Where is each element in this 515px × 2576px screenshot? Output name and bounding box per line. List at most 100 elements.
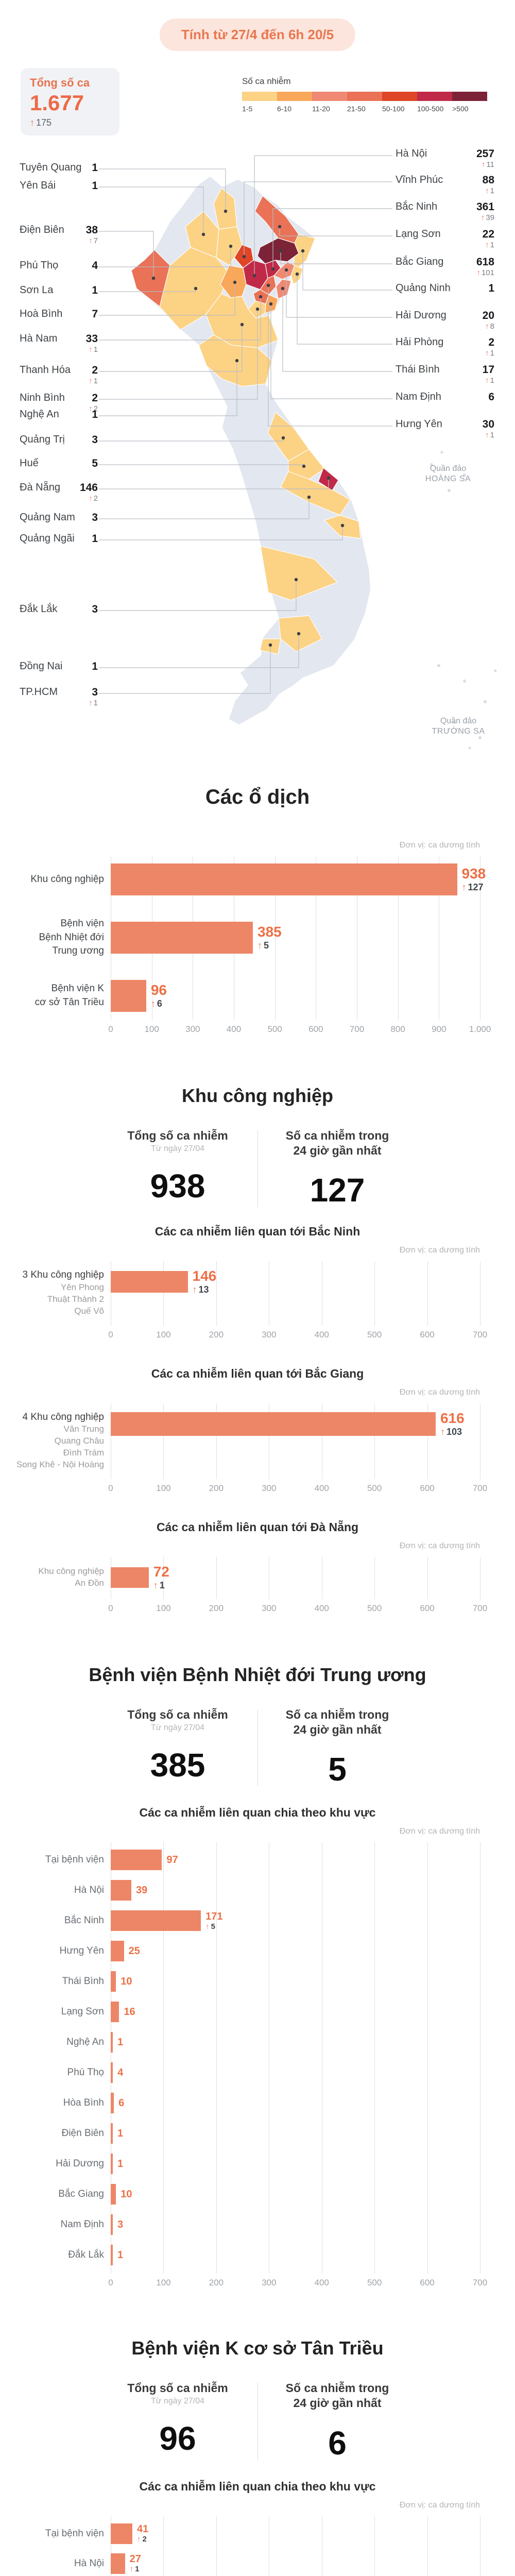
- province-row: Quảng Ninh 1: [396, 282, 494, 294]
- chart-outbreaks: Đơn vị: ca dương tính Khu công nghiệp 93…: [14, 841, 491, 1038]
- bar: [111, 1941, 124, 1962]
- stats-hospital-k: Tổng số ca nhiễm Từ ngày 27/04 96 Số ca nh…: [98, 2381, 417, 2462]
- bar: [111, 2062, 113, 2083]
- stat-total: 96: [159, 2420, 196, 2458]
- legend-swatch: [452, 92, 487, 101]
- bar: [111, 921, 253, 954]
- province-row: Tuyên Quang 1: [20, 162, 98, 174]
- bar: [111, 2245, 113, 2266]
- x-axis: 0 100 200 300 400 500 600 700: [108, 1329, 488, 1340]
- bar: [111, 1412, 436, 1436]
- island-label-truong-sa: Quần đảo TRƯỜNG SA: [432, 717, 485, 736]
- province-row: Hưng Yên 30 ↑ 1: [396, 418, 494, 439]
- province-row: TP.HCM 3 ↑ 1: [20, 686, 98, 707]
- stat-total: 385: [150, 1746, 205, 1784]
- stat-recent: 6: [328, 2424, 347, 2462]
- gridlines: [111, 1403, 480, 1480]
- province-row: Vĩnh Phúc 88 ↑ 1: [396, 174, 494, 195]
- map-legend: Số ca nhiễm 1-5 6-10 11-20 21-50 50-100 100…: [242, 76, 488, 113]
- x-axis: 0 100 200 300 400 500 600 700: [108, 1603, 488, 1613]
- chart-bac-ninh: Đơn vị: ca dương tính 3 Khu công nghiệp Y…: [14, 1246, 488, 1343]
- province-row: Nghệ An 1: [20, 409, 98, 420]
- bar: [111, 863, 457, 895]
- bar: [111, 1880, 131, 1901]
- total-cases-label: Tổng số ca: [30, 76, 90, 89]
- province-row: Lạng Sơn 22 ↑ 1: [396, 228, 494, 249]
- chart-bac-giang: Đơn vị: ca dương tính 4 Khu công nghiệp V…: [14, 1388, 488, 1497]
- province-row: Huế 5: [20, 457, 98, 469]
- province-row: Đồng Nai 1: [20, 660, 98, 672]
- bar: [111, 2184, 116, 2205]
- total-cases-value: 1.677: [30, 91, 84, 115]
- x-axis: 0 100 200 300 400 500 600 700: [108, 1483, 488, 1494]
- bar-label: Khu công nghiệp An Đồn: [38, 1566, 104, 1588]
- chart-k-regions: Đơn vị: ca dương tính Tại bệnh viện 41 ↑ 2 …: [14, 2501, 480, 2576]
- gridlines: [111, 1261, 480, 1326]
- chart-title-bac-giang: Các ca nhiễm liên quan tới Bắc Giang: [151, 1366, 364, 1380]
- province-row: Bắc Ninh 361 ↑ 39: [396, 201, 494, 222]
- province-row: Yên Bái 1: [20, 180, 98, 192]
- bar-row: Tại bệnh viện 41 ↑ 2: [45, 2523, 149, 2544]
- province-dak-lak: [260, 546, 338, 601]
- bar-label: 4 Khu công nghiệp Vân Trung Quang Châu Đình…: [16, 1411, 104, 1470]
- chart-unit: Đơn vị: ca dương tính: [399, 841, 480, 850]
- bar-row: Khu công nghiệp 938 ↑ 127: [14, 863, 486, 895]
- island-label-hoang-sa: Quần đảo HOÀNG SA: [425, 464, 471, 483]
- section-title-hospital-k: Bệnh viện K cơ sở Tân Triều: [131, 2337, 384, 2359]
- province-dots: [151, 209, 345, 647]
- gridlines: [111, 1842, 480, 2274]
- header: Tính từ 27/4 đến 6h 20/5 Tổng số ca 1.67…: [0, 0, 515, 139]
- bar: [111, 2123, 113, 2144]
- bar: [111, 2002, 119, 2023]
- legend-labels: 1-5 6-10 11-20 21-50 50-100 100-500 >500: [242, 105, 469, 113]
- total-cases-delta: ↑ 175: [30, 117, 52, 128]
- bar-row: 4 Khu công nghiệp Vân Trung Quang Châu Đình…: [14, 1410, 480, 1471]
- section-title-outbreaks: Các ổ dịch: [205, 786, 310, 808]
- bar-row: Hà Nội 27 ↑ 1: [74, 2553, 141, 2574]
- province-row: Đắk Lắk 3: [20, 603, 98, 615]
- bar: [111, 2032, 113, 2053]
- bar: [111, 2523, 132, 2544]
- chart-title-k-regions: Các ca nhiễm liên quan chia theo khu vực: [139, 2479, 376, 2493]
- section-title-industrial: Khu công nghiệp: [182, 1084, 333, 1106]
- x-axis: 0 100 300 400 500 600 700 800 900 1.000: [108, 1024, 491, 1034]
- bar: [111, 2214, 113, 2235]
- province-row: Thanh Hóa 2 ↑ 1: [20, 364, 98, 385]
- chart-title-da-nang: Các ca nhiễm liên quan tới Đà Nẵng: [156, 1520, 359, 1534]
- vietnam-map: [99, 155, 497, 750]
- province-row: Bắc Giang 618 ↑ 101: [396, 256, 494, 277]
- province-row: Hà Nội 257 ↑ 11: [396, 148, 494, 169]
- stat-recent: 5: [328, 1751, 347, 1788]
- legend-swatch: [347, 92, 382, 101]
- province-row: Nam Định 6: [396, 391, 494, 403]
- province-hue: [288, 449, 325, 480]
- bar: [111, 2553, 125, 2574]
- bar-row: Khu công nghiệp An Đồn 72 ↑ 1: [14, 1564, 480, 1591]
- province-quang-nam: [280, 471, 351, 516]
- bar: [111, 1971, 116, 1992]
- legend-swatch: [417, 92, 452, 101]
- total-cases-card: Tổng số ca 1.677 ↑ 175: [21, 68, 119, 135]
- x-axis: 0 100 200 300 400 500 600 700: [108, 2278, 488, 2288]
- bar-row: Bắc Ninh 171 ↑ 5: [64, 1910, 223, 1931]
- province-row: Quảng Nam 3: [20, 512, 98, 523]
- island-dots: [430, 451, 497, 750]
- legend-swatch: [277, 92, 312, 101]
- stat-total: 938: [150, 1167, 205, 1205]
- legend-swatch: [242, 92, 277, 101]
